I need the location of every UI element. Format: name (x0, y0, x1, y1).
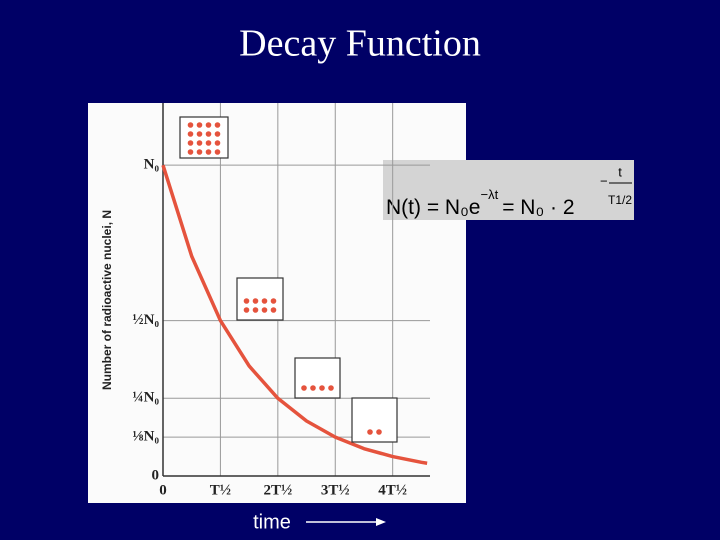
nucleus-dot (270, 307, 277, 313)
nucleus-dot (196, 122, 203, 128)
y-tick-label: N₀ (144, 157, 160, 173)
formula-exp-den: T1/2 (608, 193, 632, 207)
y-tick-label: ¼N₀ (132, 390, 159, 406)
formula-exponent: −λt (480, 187, 498, 202)
nuclei-box (179, 116, 229, 159)
x-tick-label: T½ (210, 482, 231, 498)
x-tick-label: 0 (159, 482, 167, 498)
nucleus-dot (214, 122, 221, 128)
nucleus-dot (310, 385, 316, 391)
nucleus-dot (319, 385, 325, 391)
nucleus-dot (196, 131, 203, 137)
nucleus-dot (301, 385, 307, 391)
x-tick-label: 2T½ (263, 482, 292, 498)
nucleus-dot (214, 131, 221, 137)
decay-curve (161, 164, 428, 465)
nucleus-dot (196, 140, 203, 146)
nucleus-dot (205, 149, 212, 155)
nucleus-dot (214, 149, 221, 155)
x-axis-label: time (253, 511, 291, 533)
formula-lhs: N(t) = N₀e (386, 196, 480, 219)
formula: N(t) = N₀e−λt = N₀ · 2 (386, 187, 575, 218)
nuclei-box (294, 357, 341, 399)
time-arrowhead (376, 518, 386, 526)
formula-mid: = N₀ · 2 (502, 196, 574, 219)
nucleus-dot (252, 307, 259, 313)
plot: 0 ⅛N₀ ¼N₀ ½N₀ N₀ 0 T½ 2T½ 3T½ 4T½ (132, 103, 430, 498)
nucleus-dot (367, 429, 373, 435)
nucleus-dot (261, 307, 268, 313)
nucleus-dot (252, 298, 259, 304)
x-tick-label: 3T½ (321, 482, 350, 498)
nucleus-dot (196, 149, 203, 155)
y-tick-label: ⅛N₀ (132, 429, 159, 445)
nucleus-dot (205, 140, 212, 146)
y-tick-label: 0 (152, 467, 160, 483)
y-axis-label: Number of radioactive nuclei, N (100, 210, 114, 390)
formula-exp-num: t (618, 164, 622, 179)
nucleus-dot (243, 298, 250, 304)
nucleus-dot (270, 298, 277, 304)
nuclei-box (236, 277, 284, 321)
nucleus-dot (261, 298, 268, 304)
nucleus-dot (205, 122, 212, 128)
formula-box (383, 160, 634, 220)
nuclei-box (351, 397, 398, 443)
nucleus-dot (187, 131, 194, 137)
nucleus-dot (243, 307, 250, 313)
nucleus-dot (214, 140, 221, 146)
nucleus-dot (205, 131, 212, 137)
y-tick-label: ½N₀ (132, 312, 159, 328)
nucleus-dot (187, 122, 194, 128)
formula-exp-sign: − (600, 173, 608, 188)
nucleus-dot (376, 429, 382, 435)
slide-title: Decay Function (239, 23, 481, 65)
x-tick-label: 4T½ (378, 482, 407, 498)
nucleus-dot (187, 149, 194, 155)
nucleus-dot (328, 385, 334, 391)
nucleus-dot (187, 140, 194, 146)
